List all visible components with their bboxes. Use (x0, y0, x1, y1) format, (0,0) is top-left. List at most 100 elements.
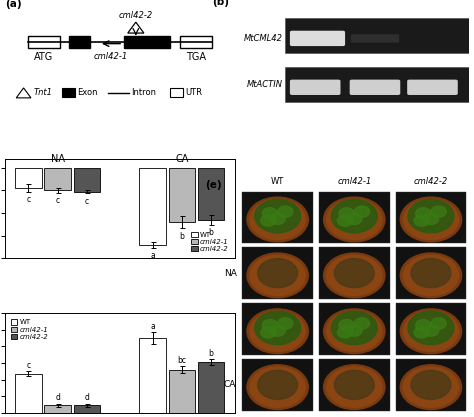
Circle shape (400, 197, 462, 242)
Text: b: b (209, 349, 213, 357)
Bar (139, 338, 166, 413)
Bar (319, 191, 390, 243)
Text: cml42-2: cml42-2 (414, 177, 448, 186)
Text: cml42-2: cml42-2 (118, 11, 153, 20)
Circle shape (416, 208, 431, 219)
Bar (124, 36, 170, 48)
Bar (170, 88, 183, 97)
Circle shape (403, 311, 458, 352)
Text: c: c (26, 361, 30, 370)
Text: a: a (150, 322, 155, 331)
Circle shape (258, 259, 298, 288)
Circle shape (334, 259, 374, 288)
Text: WT: WT (271, 177, 284, 186)
Text: Control: Control (473, 324, 474, 334)
Bar (169, 168, 195, 222)
Circle shape (411, 259, 451, 288)
Bar (28, 36, 60, 48)
Circle shape (339, 208, 354, 219)
Bar (396, 247, 466, 299)
Text: (e): (e) (205, 180, 221, 190)
Circle shape (250, 367, 305, 407)
Circle shape (278, 318, 293, 329)
Text: Freezing: Freezing (473, 269, 474, 278)
Circle shape (337, 327, 353, 338)
Circle shape (250, 311, 305, 352)
Polygon shape (128, 22, 144, 33)
Bar (15, 168, 42, 188)
Text: MtCML42: MtCML42 (244, 34, 283, 43)
Circle shape (247, 253, 308, 298)
Circle shape (339, 319, 354, 331)
Circle shape (346, 325, 362, 336)
Bar (319, 303, 390, 355)
Circle shape (331, 199, 377, 233)
Bar (45, 168, 71, 191)
Circle shape (261, 327, 276, 338)
Text: NA: NA (224, 269, 237, 278)
Text: c: c (26, 196, 30, 204)
Circle shape (278, 206, 293, 217)
FancyBboxPatch shape (290, 80, 340, 95)
Bar (319, 359, 390, 411)
Bar (242, 359, 313, 411)
Circle shape (327, 311, 382, 352)
Polygon shape (16, 88, 31, 98)
Circle shape (324, 253, 385, 298)
Text: (a): (a) (5, 0, 21, 9)
Circle shape (403, 367, 458, 407)
Bar (396, 303, 466, 355)
Text: Intron: Intron (131, 88, 156, 98)
Text: d: d (55, 393, 60, 402)
Circle shape (431, 206, 446, 217)
Circle shape (255, 311, 301, 344)
Text: TGA: TGA (186, 52, 206, 62)
Circle shape (354, 206, 370, 217)
Circle shape (255, 199, 301, 233)
Circle shape (411, 370, 451, 399)
Bar (242, 191, 313, 243)
FancyBboxPatch shape (351, 34, 399, 43)
Circle shape (408, 311, 454, 344)
Legend: WT, cml42-1, cml42-2: WT, cml42-1, cml42-2 (8, 317, 51, 342)
Circle shape (403, 199, 458, 240)
Text: (b): (b) (212, 0, 228, 7)
Text: UTR: UTR (185, 88, 202, 98)
Text: d: d (84, 393, 89, 402)
Bar (62, 88, 75, 97)
Circle shape (258, 370, 298, 399)
Circle shape (331, 311, 377, 344)
Bar (285, 18, 469, 53)
Text: ATG: ATG (34, 52, 54, 62)
Text: c: c (85, 196, 89, 206)
Circle shape (327, 199, 382, 240)
Circle shape (270, 214, 285, 224)
Circle shape (334, 370, 374, 399)
Circle shape (403, 255, 458, 296)
Bar (73, 168, 100, 191)
Circle shape (400, 365, 462, 409)
Circle shape (354, 318, 370, 329)
Bar (242, 247, 313, 299)
Circle shape (408, 199, 454, 233)
Bar (198, 362, 224, 413)
Bar (180, 36, 212, 48)
Circle shape (423, 325, 438, 336)
Text: b: b (209, 229, 213, 237)
Bar (198, 168, 224, 220)
Text: Control: Control (473, 213, 474, 222)
Circle shape (247, 365, 308, 409)
Circle shape (324, 365, 385, 409)
Circle shape (400, 253, 462, 298)
Bar (15, 374, 42, 413)
Circle shape (327, 255, 382, 296)
Circle shape (431, 318, 446, 329)
Bar (139, 168, 166, 245)
Circle shape (416, 319, 431, 331)
Bar (69, 36, 90, 48)
Bar (319, 247, 390, 299)
Text: Tnt1: Tnt1 (34, 88, 53, 98)
Text: b: b (180, 232, 184, 241)
Text: Freezing: Freezing (473, 380, 474, 389)
Circle shape (414, 327, 429, 338)
